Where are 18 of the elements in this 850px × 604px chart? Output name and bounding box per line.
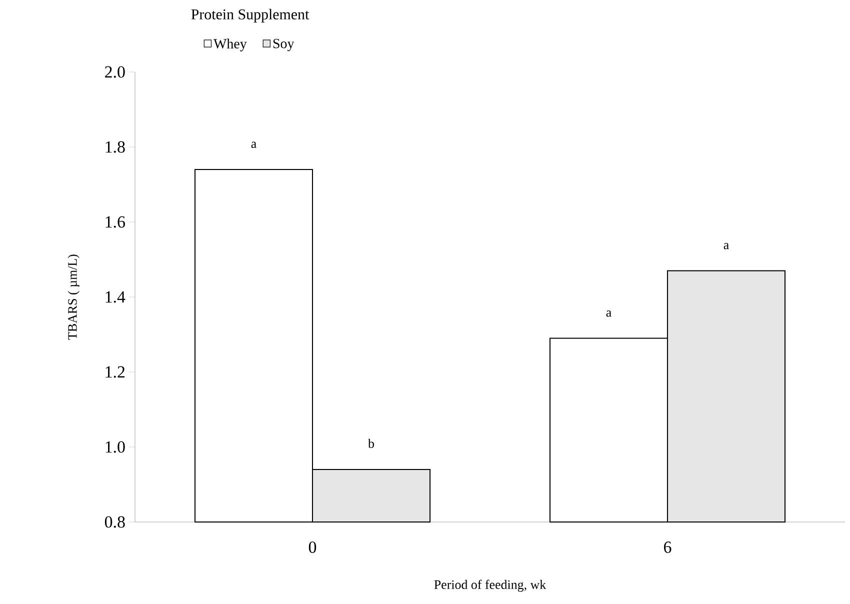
annotation: a bbox=[606, 310, 612, 317]
x-tick-label: 0 bbox=[308, 542, 316, 553]
x-tick-label: 6 bbox=[664, 542, 672, 553]
y-tick-label: 1.4 bbox=[106, 291, 126, 303]
y-tick-label: 1.2 bbox=[106, 366, 125, 378]
y-tick-label: 2.0 bbox=[105, 66, 125, 78]
y-tick-label: 1.0 bbox=[106, 441, 125, 453]
legend-label: Soy bbox=[273, 38, 294, 52]
y-tick-label: 1.8 bbox=[106, 141, 125, 153]
y-tick-label: 0.8 bbox=[104, 516, 125, 528]
annotation: a bbox=[251, 142, 256, 148]
legend-title: Protein Supplement bbox=[191, 8, 310, 22]
y-tick-label: 1.6 bbox=[106, 216, 125, 228]
x-axis-title: Period of feeding, wk bbox=[434, 580, 546, 592]
annotation: a bbox=[724, 243, 729, 250]
legend-label: Whey bbox=[214, 38, 247, 52]
annotation: b bbox=[368, 438, 374, 448]
y-axis-title: TBARS ( µm/L) bbox=[68, 254, 80, 340]
